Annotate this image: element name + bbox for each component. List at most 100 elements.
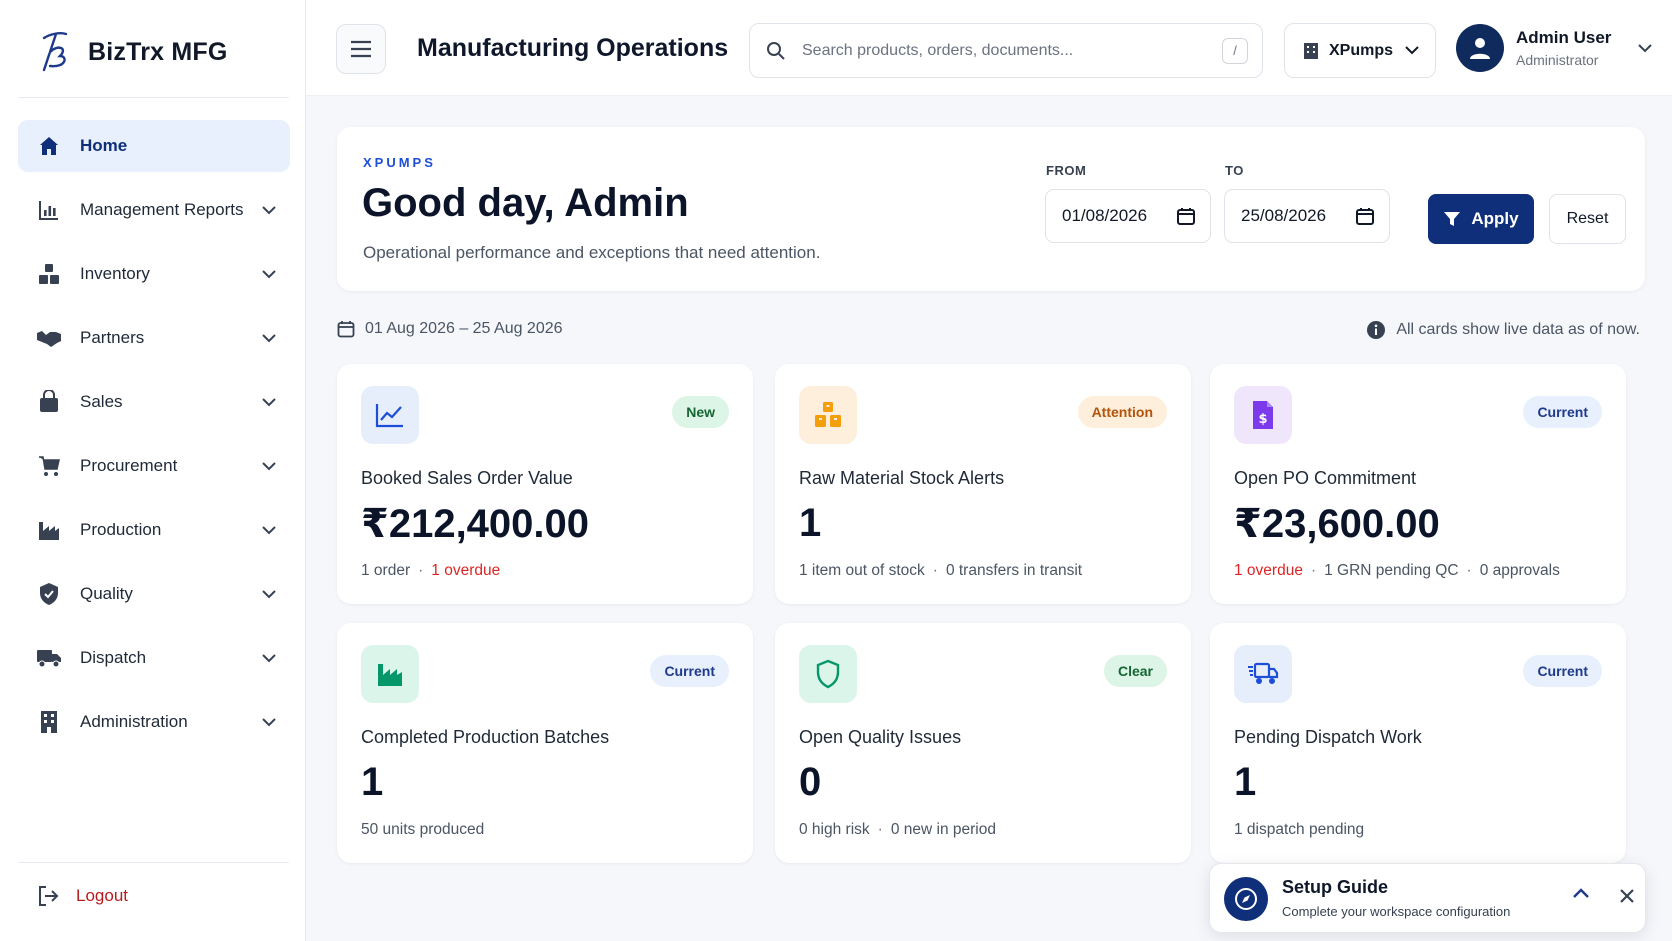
top-header: Manufacturing Operations Search products… — [306, 0, 1672, 96]
kpi-footnote: 1 overdue · 1 GRN pending QC · 0 approvals — [1234, 562, 1560, 579]
chevron-down-icon — [260, 457, 278, 475]
status-badge: Current — [1523, 655, 1602, 687]
company-name: XPumps — [1329, 41, 1394, 59]
sidebar-item-label: Production — [80, 520, 162, 539]
date-range-summary: 01 Aug 2026 – 25 Aug 2026 — [337, 320, 563, 338]
kpi-label: Booked Sales Order Value — [361, 468, 573, 488]
kpi-foot-item: 50 units produced — [361, 821, 485, 838]
sidebar-item-production[interactable]: Production — [18, 504, 290, 556]
close-icon[interactable] — [1618, 887, 1636, 905]
sidebar-item-home[interactable]: Home — [18, 120, 290, 172]
kpi-foot-item: 1 dispatch pending — [1234, 821, 1365, 838]
compass-icon — [1224, 877, 1268, 921]
sidebar-item-inventory[interactable]: Inventory — [18, 248, 290, 300]
to-date-field[interactable]: 25/08/2026 — [1224, 189, 1390, 243]
svg-text:$: $ — [1258, 412, 1267, 427]
apply-label: Apply — [1471, 209, 1519, 228]
kpi-footnote: 1 dispatch pending — [1234, 821, 1364, 839]
setup-guide-panel[interactable]: Setup Guide Complete your workspace conf… — [1209, 863, 1646, 933]
sidebar-item-label: Quality — [80, 584, 133, 603]
boxes-icon — [36, 261, 62, 287]
logout-button[interactable]: Logout — [36, 884, 128, 908]
sidebar-item-label: Procurement — [80, 456, 178, 475]
kpi-foot-item-overdue: 1 overdue — [431, 562, 501, 579]
kpi-footnote: 50 units produced — [361, 821, 484, 839]
from-date-field[interactable]: 01/08/2026 — [1045, 189, 1211, 243]
kpi-label: Open Quality Issues — [799, 727, 962, 747]
sidebar-item-label: Partners — [80, 328, 145, 347]
from-label: FROM — [1046, 163, 1087, 178]
sidebar-item-quality[interactable]: Quality — [18, 568, 290, 620]
sidebar-item-label: Dispatch — [80, 648, 147, 667]
kpi-foot-item: 1 GRN pending QC — [1324, 562, 1459, 579]
menu-toggle-button[interactable] — [336, 24, 386, 74]
setup-guide-title: Setup Guide — [1282, 877, 1389, 897]
shield-check-icon — [36, 581, 62, 607]
kpi-card-dispatch-work[interactable]: Current Pending Dispatch Work 1 1 dispat… — [1210, 623, 1626, 863]
kpi-card-production-batches[interactable]: Current Completed Production Batches 1 5… — [337, 623, 753, 863]
chevron-down-icon — [1405, 46, 1419, 55]
chevron-down-icon — [260, 265, 278, 283]
kpi-label: Completed Production Batches — [361, 727, 610, 747]
kpi-value: 1 — [1234, 760, 1257, 804]
calendar-icon[interactable] — [1176, 206, 1196, 226]
sidebar-item-sales[interactable]: Sales — [18, 376, 290, 428]
kpi-foot-item: 0 new in period — [890, 821, 996, 838]
search-icon — [767, 41, 785, 60]
kpi-foot-item-overdue: 1 overdue — [1234, 562, 1303, 579]
kpi-card-quality-issues[interactable]: Clear Open Quality Issues 0 0 high risk ·… — [775, 623, 1191, 863]
user-name: Admin User — [1516, 28, 1612, 47]
reset-button[interactable]: Reset — [1549, 194, 1626, 244]
filter-icon — [1444, 212, 1461, 226]
kpi-foot-item: 0 high risk — [799, 821, 870, 838]
chevron-down-icon — [260, 649, 278, 667]
logout-icon — [39, 886, 59, 906]
status-badge: Clear — [1103, 655, 1167, 687]
kpi-card-stock-alerts[interactable]: Attention Raw Material Stock Alerts 1 1 … — [775, 364, 1191, 604]
brand[interactable]: BizTrx MFG — [36, 24, 228, 80]
search-shortcut-hint: / — [1222, 37, 1248, 64]
company-selector[interactable]: XPumps — [1284, 23, 1436, 78]
bar-chart-icon — [36, 197, 62, 223]
status-badge: Attention — [1077, 396, 1167, 428]
kpi-card-booked-sales[interactable]: New Booked Sales Order Value ₹212,400.00… — [337, 364, 753, 604]
sidebar-item-label: Inventory — [80, 264, 150, 283]
kpi-foot-item: 0 transfers in transit — [945, 562, 1083, 579]
date-range-text: 01 Aug 2026 – 25 Aug 2026 — [365, 320, 563, 337]
apply-button[interactable]: Apply — [1428, 194, 1534, 244]
sidebar-item-dispatch[interactable]: Dispatch — [18, 632, 290, 684]
sidebar-nav: Home Management Reports Inventory Partne… — [18, 120, 290, 760]
kpi-card-open-po[interactable]: $ Current Open PO Commitment ₹23,600.00 … — [1210, 364, 1626, 604]
user-menu[interactable]: Admin User Administrator — [1456, 24, 1652, 72]
chevron-down-icon — [260, 585, 278, 603]
sidebar-item-label: Management Reports — [80, 200, 244, 219]
chevron-up-icon[interactable] — [1572, 887, 1590, 899]
kpi-foot-item: 0 approvals — [1479, 562, 1560, 579]
status-badge: Current — [650, 655, 729, 687]
building-icon — [36, 709, 62, 735]
chevron-down-icon — [260, 521, 278, 539]
calendar-icon[interactable] — [1355, 206, 1375, 226]
greeting-title: Good day, Admin — [362, 181, 689, 225]
kpi-value: 0 — [799, 760, 822, 804]
kpi-label: Open PO Commitment — [1234, 468, 1417, 488]
from-date-value: 01/08/2026 — [1062, 206, 1148, 225]
truck-icon — [36, 645, 62, 671]
shopping-bag-icon — [36, 389, 62, 415]
avatar — [1456, 24, 1504, 72]
sidebar-item-management-reports[interactable]: Management Reports — [18, 184, 290, 236]
sidebar-divider — [18, 97, 289, 98]
company-tag: XPUMPS — [363, 155, 436, 170]
greeting-subtitle: Operational performance and exceptions t… — [363, 243, 821, 262]
logout-label: Logout — [76, 886, 128, 905]
chevron-down-icon — [1638, 43, 1652, 52]
search-input[interactable]: Search products, orders, documents... / — [749, 23, 1263, 78]
welcome-card: XPUMPS Good day, Admin Operational perfo… — [337, 127, 1645, 291]
sidebar-item-partners[interactable]: Partners — [18, 312, 290, 364]
shield-icon — [799, 645, 857, 703]
status-badge: Current — [1523, 396, 1602, 428]
sidebar-item-administration[interactable]: Administration — [18, 696, 290, 748]
factory-icon — [36, 517, 62, 543]
sidebar-item-procurement[interactable]: Procurement — [18, 440, 290, 492]
sidebar-divider — [18, 862, 289, 863]
